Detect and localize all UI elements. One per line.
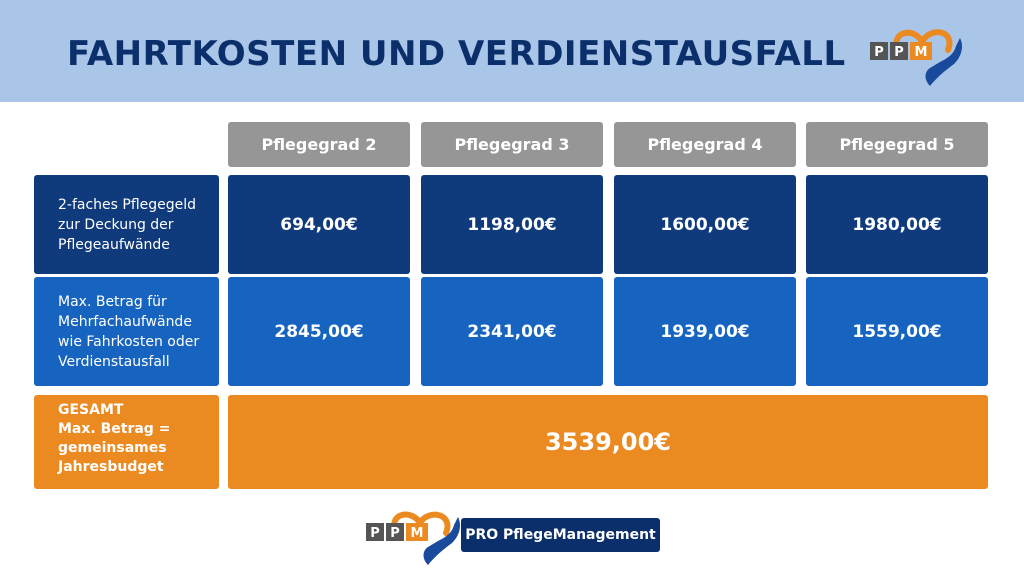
row-label-mehrfachaufwaende: Max. Betrag für Mehrfachaufwände wie Fah…: [34, 277, 219, 386]
total-label: GESAMT Max. Betrag = gemeinsames Jahresb…: [34, 395, 219, 489]
cell-mehrfach-pg4: 1939,00€: [614, 277, 796, 386]
logo-letter-3: M: [411, 526, 424, 541]
logo-letter-3: M: [915, 45, 928, 60]
logo-letter-2: P: [894, 45, 904, 60]
column-header-pflegegrad-3: Pflegegrad 3: [421, 122, 603, 167]
logo-box-1: [870, 42, 888, 60]
logo-box-3: [910, 42, 932, 60]
footer-brand: PRO PflegeManagement: [461, 518, 660, 552]
hand-shape: [925, 38, 962, 86]
cell-pflegegeld-pg3: 1198,00€: [421, 175, 603, 274]
logo-letter-1: P: [370, 526, 380, 541]
cell-pflegegeld-pg2: 694,00€: [228, 175, 410, 274]
logo-box-2: [386, 523, 404, 541]
header-banner: FAHRTKOSTEN UND VERDIENSTAUSFALL: [0, 0, 1024, 102]
logo-box-3: [406, 523, 428, 541]
row-label-pflegegeld: 2-faches Pflegegeld zur Deckung der Pfle…: [34, 175, 219, 274]
ppm-logo-icon: P P M: [366, 511, 460, 565]
ppm-logo-icon: P P M: [870, 29, 962, 86]
cell-mehrfach-pg3: 2341,00€: [421, 277, 603, 386]
logo-letter-2: P: [390, 526, 400, 541]
column-header-pflegegrad-2: Pflegegrad 2: [228, 122, 410, 167]
logo-box-1: [366, 523, 384, 541]
heart-outline: [893, 29, 953, 53]
column-header-pflegegrad-5: Pflegegrad 5: [806, 122, 988, 167]
cell-mehrfach-pg2: 2845,00€: [228, 277, 410, 386]
row-label-text: 2-faches Pflegegeld zur Deckung der Pfle…: [58, 196, 197, 253]
cell-pflegegeld-pg5: 1980,00€: [806, 175, 988, 274]
logo-box-2: [890, 42, 908, 60]
hand-shape: [423, 517, 460, 565]
cell-pflegegeld-pg4: 1600,00€: [614, 175, 796, 274]
logo-letter-1: P: [874, 45, 884, 60]
row-label-text: Max. Betrag für Mehrfachaufwände wie Fah…: [58, 293, 200, 370]
cell-mehrfach-pg5: 1559,00€: [806, 277, 988, 386]
column-header-pflegegrad-4: Pflegegrad 4: [614, 122, 796, 167]
total-value: 3539,00€: [228, 395, 988, 489]
page-title: FAHRTKOSTEN UND VERDIENSTAUSFALL: [67, 34, 846, 74]
